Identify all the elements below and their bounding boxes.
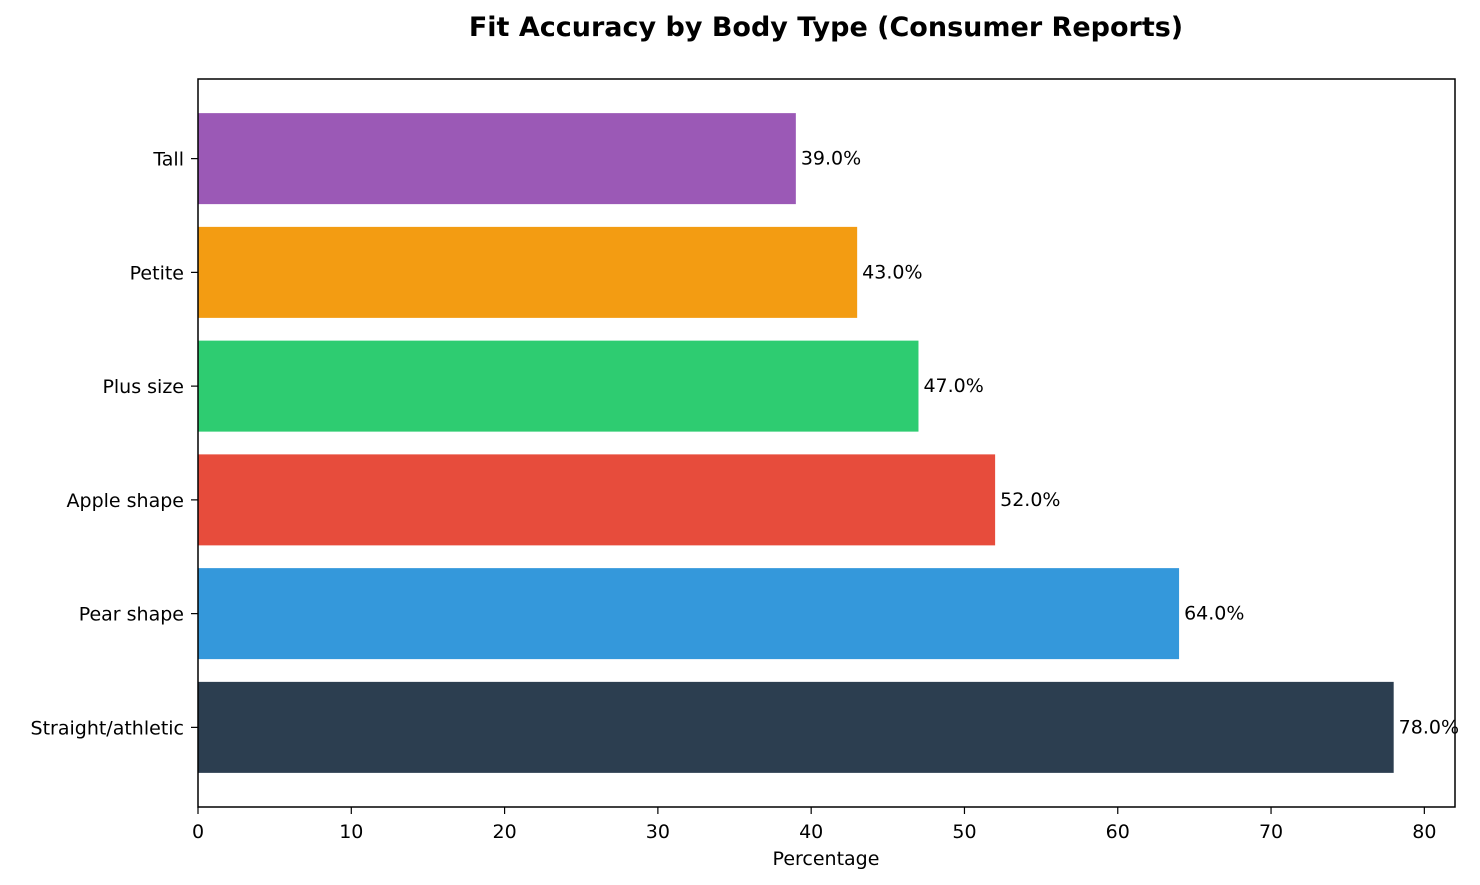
x-tick-label-0: 0 [192,821,204,843]
y-tick-label-0: Straight/athletic [31,717,184,739]
bar-1 [198,568,1180,660]
x-tick-label-3: 30 [646,821,670,843]
x-tick-label-1: 10 [339,821,363,843]
x-tick-label-8: 80 [1412,821,1436,843]
bar-3 [198,340,919,432]
data-label-2: 52.0% [1000,489,1060,511]
data-label-5: 39.0% [801,148,861,170]
y-tick-label-2: Apple shape [67,490,184,512]
x-tick-label-4: 40 [799,821,823,843]
bar-0 [198,681,1394,773]
data-label-3: 47.0% [923,375,983,397]
data-label-4: 43.0% [862,261,922,283]
bar-5 [198,113,796,205]
chart-title: Fit Accuracy by Body Type (Consumer Repo… [469,12,1183,43]
y-tick-label-3: Plus size [102,376,184,398]
data-label-0: 78.0% [1399,716,1459,738]
y-tick-label-1: Pear shape [79,604,184,626]
plot-area-frame [197,78,1456,808]
x-axis-ticks: 0 10 20 30 40 50 60 70 80 [192,807,1436,843]
y-tick-label-5: Tall [152,149,184,171]
bar-2 [198,454,996,546]
x-tick-label-2: 20 [492,821,516,843]
x-tick-label-5: 50 [952,821,976,843]
x-tick-label-6: 60 [1106,821,1130,843]
x-axis-label: Percentage [773,848,880,870]
y-tick-label-4: Petite [130,262,184,284]
x-tick-label-7: 70 [1259,821,1283,843]
data-label-1: 64.0% [1184,603,1244,625]
y-axis-ticks: Straight/athletic Pear shape Apple shape Pl… [31,149,198,739]
bar-4 [198,226,858,318]
bars-layer: 78.0% 64.0% 52.0% 47.0% 43.0% 39.0% [198,113,1459,773]
